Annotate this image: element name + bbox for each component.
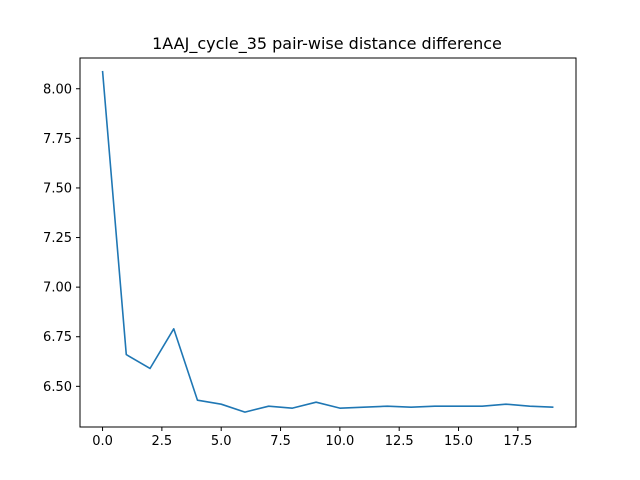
y-tick-label: 7.00 [43,281,72,296]
x-tick-label: 10.0 [325,434,354,449]
x-tick-label: 17.5 [503,434,532,449]
y-tick-label: 8.00 [43,82,72,97]
x-tick-label: 0.0 [92,434,113,449]
series-line [101,70,554,413]
y-tick-label: 7.25 [43,231,72,246]
x-tick-label: 5.0 [211,434,232,449]
x-tick-label: 7.5 [270,434,291,449]
y-tick-label: 7.75 [43,132,72,147]
y-tick-label: 6.75 [43,330,72,345]
x-tick-label: 2.5 [152,434,173,449]
chart-title: 1AAJ_cycle_35 pair-wise distance differe… [152,34,502,54]
y-axis: 6.50 6.75 7.00 7.25 7.50 7.75 8.00 [43,82,80,395]
axes-frame [79,57,577,428]
x-tick-label: 15.0 [444,434,473,449]
plot-area [101,70,554,413]
x-axis: 0.0 2.5 5.0 7.5 10.0 12.5 15.0 17.5 [92,427,532,449]
y-tick-label: 7.50 [43,181,72,196]
y-tick-label: 6.50 [43,380,72,395]
x-tick-label: 12.5 [385,434,414,449]
